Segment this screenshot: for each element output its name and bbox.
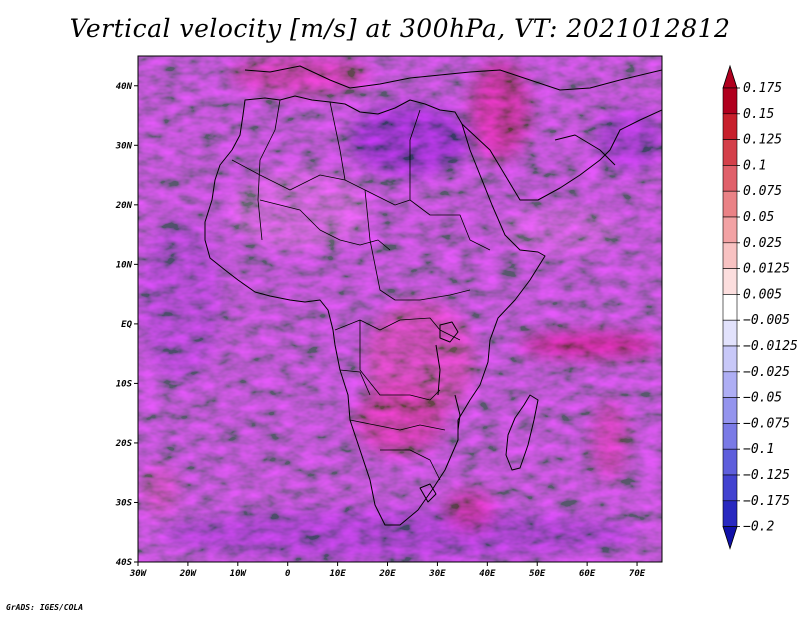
y-tick-label: 10S (116, 379, 133, 389)
country-borders (231, 99, 491, 481)
chart-title: Vertical velocity [m/s] at 300hPa, VT: 2… (69, 14, 731, 43)
colorbar-segment (722, 165, 738, 192)
colorbar-label: 0.0125 (743, 262, 790, 277)
colorbar-label: 0.025 (743, 236, 782, 251)
plot-area (138, 56, 662, 562)
colorbar-segment (722, 268, 738, 295)
coastlines-and-borders (204, 65, 662, 526)
x-axis: 30W 20W 10W 0 10E 20E 30E 40E 50E 60E 70E (129, 562, 646, 579)
lake-victoria (439, 321, 459, 343)
lake-malawi (454, 394, 461, 431)
colorbar-segment (722, 216, 738, 244)
colorbar-extension-bottom (722, 526, 738, 550)
colorbar-segment (722, 87, 738, 115)
madagascar-coastline (505, 394, 539, 471)
colorbar-label: 0.005 (743, 287, 782, 302)
colorbar-label: 0.175 (743, 81, 782, 96)
colorbar-label: −0.2 (743, 520, 774, 535)
x-tick-label: 20E (378, 569, 396, 579)
persian-gulf (554, 134, 616, 166)
x-tick-label: 70E (629, 569, 646, 579)
colorbar-label: −0.1 (743, 442, 774, 457)
lesotho (419, 483, 437, 503)
colorbar-segment (722, 474, 738, 502)
colorbar-segment (722, 190, 738, 218)
x-tick-label: 10W (230, 569, 248, 579)
colorbar-segment (722, 345, 738, 373)
colorbar: 0.175 0.15 0.125 0.1 0.075 0.05 0.025 0.0125 0.0… (722, 64, 798, 550)
x-tick-label: 30W (129, 569, 148, 579)
y-tick-label: 30N (115, 141, 133, 151)
y-tick-label: 10N (116, 260, 133, 270)
colorbar-label: −0.025 (743, 365, 790, 380)
colorbar-label: −0.0125 (743, 339, 798, 354)
y-tick-label: 40N (116, 82, 133, 92)
colorbar-label: −0.075 (743, 416, 790, 431)
colorbar-segment (722, 423, 738, 450)
colorbar-segment (722, 113, 738, 140)
colorbar-label: 0.125 (743, 133, 782, 148)
colorbar-label: 0.05 (743, 210, 774, 225)
colorbar-segment (722, 371, 738, 398)
colorbar-segment (722, 294, 738, 321)
y-axis: 40N 30N 20N 10N EQ 10S 20S 30S 40S (115, 82, 138, 568)
x-tick-label: 60E (579, 569, 596, 579)
x-tick-label: 50E (529, 569, 546, 579)
colorbar-segment (722, 448, 738, 476)
x-tick-label: 40E (479, 569, 496, 579)
x-tick-label: 0 (285, 569, 291, 579)
colorbar-label: −0.125 (743, 468, 790, 483)
colorbar-label: −0.175 (743, 494, 790, 509)
colorbar-label: −0.05 (743, 391, 782, 406)
colorbar-segment (722, 139, 738, 166)
colorbar-segment (722, 242, 738, 269)
y-tick-label: EQ (121, 320, 132, 330)
colorbar-segment (722, 397, 738, 424)
y-tick-label: 40S (116, 558, 133, 568)
arabia-coastline (461, 109, 662, 201)
lake-tanganyika (435, 344, 441, 396)
mediterranean-north-coast (244, 65, 662, 91)
plot-frame (137, 55, 663, 563)
y-tick-label: 30S (115, 498, 133, 508)
grads-credit: GrADS: IGES/COLA (6, 603, 84, 612)
colorbar-label: 0.075 (743, 184, 782, 199)
colorbar-extension-top (722, 64, 738, 89)
colorbar-segment (722, 319, 738, 347)
africa-coastline (204, 95, 546, 526)
y-tick-label: 20S (115, 439, 133, 449)
colorbar-label: 0.1 (743, 158, 766, 173)
field-speckle (138, 56, 662, 562)
colorbar-label: 0.15 (743, 107, 774, 122)
y-tick-label: 20N (115, 201, 133, 211)
x-tick-label: 20W (179, 569, 198, 579)
colorbar-segment (722, 500, 738, 527)
x-tick-label: 10E (329, 569, 346, 579)
x-tick-label: 30E (428, 569, 446, 579)
colorbar-label: −0.005 (743, 313, 790, 328)
